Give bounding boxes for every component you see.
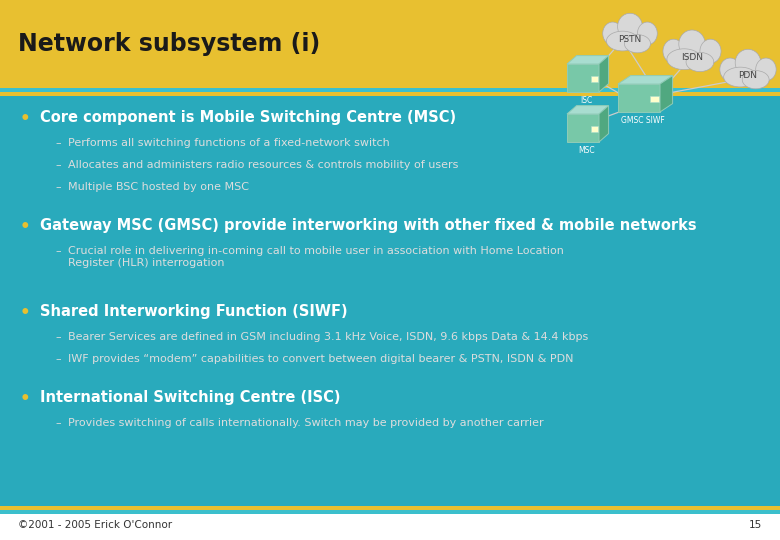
Text: Bearer Services are defined in GSM including 3.1 kHz Voice, ISDN, 9.6 kbps Data : Bearer Services are defined in GSM inclu… [68,332,588,342]
Ellipse shape [618,14,643,40]
Text: Allocates and administers radio resources & controls mobility of users: Allocates and administers radio resource… [68,160,459,170]
Polygon shape [567,56,608,64]
Text: ISC: ISC [580,96,592,105]
Ellipse shape [686,52,714,72]
Bar [0,96,780,508]
Text: –: – [55,246,61,256]
Text: Gateway MSC (GMSC) provide interworking with other fixed & mobile networks: Gateway MSC (GMSC) provide interworking … [40,218,697,233]
Bar [0,510,780,514]
Polygon shape [567,64,599,92]
Ellipse shape [603,22,622,45]
Text: 15: 15 [749,520,762,530]
Text: •: • [20,110,30,128]
Text: Multiple BSC hosted by one MSC: Multiple BSC hosted by one MSC [68,182,249,192]
Text: ©2001 - 2005 Erick O'Connor: ©2001 - 2005 Erick O'Connor [18,520,172,530]
Ellipse shape [679,30,705,58]
Text: Provides switching of calls internationally. Switch may be provided by another c: Provides switching of calls internationa… [68,418,544,428]
Polygon shape [618,84,660,112]
Bar [0,88,780,92]
Text: –: – [55,354,61,364]
Ellipse shape [606,31,639,51]
Text: Core component is Mobile Switching Centre (MSC): Core component is Mobile Switching Centr… [40,110,456,125]
Text: –: – [55,160,61,170]
Text: Shared Interworking Function (SIWF): Shared Interworking Function (SIWF) [40,304,348,319]
Polygon shape [567,114,599,142]
Polygon shape [599,56,608,92]
Polygon shape [650,96,659,102]
Bar [0,506,780,510]
Text: MSC: MSC [578,146,594,155]
Text: Network subsystem (i): Network subsystem (i) [18,32,321,56]
Text: •: • [20,218,30,236]
Text: ISDN: ISDN [681,53,703,63]
Ellipse shape [700,39,721,63]
Polygon shape [591,76,598,82]
Text: –: – [55,418,61,428]
Ellipse shape [724,67,757,87]
Ellipse shape [743,71,769,89]
Bar [0,0,780,88]
Text: •: • [20,304,30,322]
Text: IWF provides “modem” capabilities to convert between digital bearer & PSTN, ISDN: IWF provides “modem” capabilities to con… [68,354,573,364]
Text: –: – [55,332,61,342]
Text: PSTN: PSTN [619,36,642,44]
Ellipse shape [756,58,776,81]
Text: Performs all switching functions of a fixed-network switch: Performs all switching functions of a fi… [68,138,390,148]
Polygon shape [567,106,608,114]
Text: –: – [55,138,61,148]
Ellipse shape [637,22,658,45]
Text: –: – [55,182,61,192]
Bar [0,92,780,96]
Text: •: • [20,390,30,408]
Ellipse shape [663,39,684,63]
Ellipse shape [625,35,651,53]
Polygon shape [618,76,672,84]
Polygon shape [591,126,598,132]
Text: GMSC SIWF: GMSC SIWF [622,116,665,125]
Bar [0,514,780,540]
Polygon shape [599,106,608,142]
Ellipse shape [720,58,740,81]
Text: Crucial role in delivering in-coming call to mobile user in association with Hom: Crucial role in delivering in-coming cal… [68,246,564,268]
Ellipse shape [736,49,760,76]
Text: International Switching Centre (ISC): International Switching Centre (ISC) [40,390,341,405]
Text: PDN: PDN [739,71,757,80]
Ellipse shape [667,49,701,70]
Polygon shape [660,76,672,112]
